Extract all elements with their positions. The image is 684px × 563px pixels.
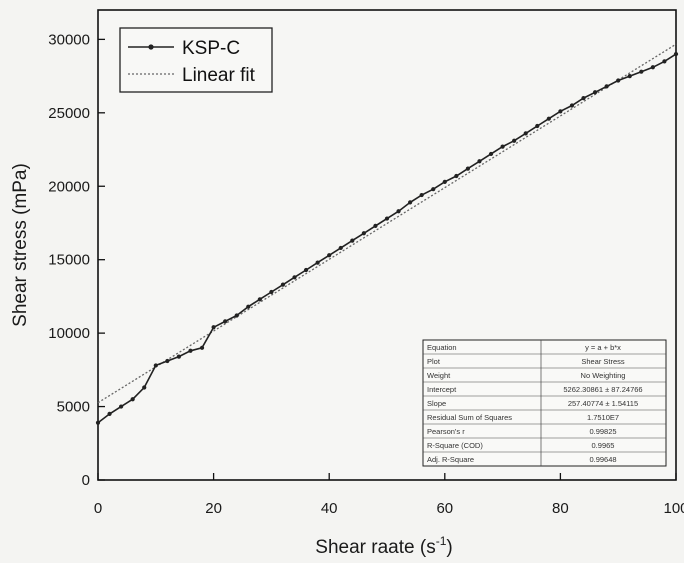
stats-row-label: Plot: [427, 357, 441, 366]
stats-row-value: 1.7510E7: [587, 413, 619, 422]
ksp-c-data-point: [130, 397, 135, 402]
stats-row-value: No Weighting: [581, 371, 626, 380]
ksp-c-data-point: [650, 65, 655, 70]
ksp-c-data-point: [512, 138, 517, 143]
stats-row-value: 0.99648: [589, 455, 616, 464]
stats-row-label: Weight: [427, 371, 451, 380]
ksp-c-data-point: [592, 90, 598, 95]
ksp-c-data-point: [373, 223, 378, 229]
stats-row-value: 0.99825: [589, 427, 616, 436]
fit-statistics-table: Equation y = a + b*x Plot Shear Stress Weigh…: [422, 339, 667, 467]
ksp-c-data-point: [558, 109, 563, 114]
stats-row-label: R-Square (COD): [427, 441, 483, 450]
ksp-c-data-point: [500, 144, 505, 149]
stats-row-value: 0.9965: [592, 441, 615, 450]
ksp-c-data-point: [327, 253, 332, 258]
y-tick-label: 30000: [48, 31, 90, 48]
ksp-c-data-point: [535, 123, 540, 129]
stats-row-label: Equation: [427, 343, 457, 352]
ksp-c-data-point: [199, 345, 205, 350]
ksp-c-data-point: [616, 78, 621, 83]
ksp-c-data-point: [581, 96, 586, 101]
y-tick-label: 10000: [48, 325, 90, 342]
stats-row-label: Intercept: [427, 385, 457, 394]
ksp-c-data-point: [488, 151, 494, 157]
y-tick-label: 0: [82, 472, 90, 489]
ksp-c-data-point: [119, 404, 124, 409]
ksp-c-data-point: [408, 200, 413, 205]
legend-box: [119, 27, 273, 93]
ksp-c-data-point: [673, 51, 679, 57]
ksp-c-data-point: [95, 420, 101, 425]
linear-fit-line: [97, 43, 677, 404]
x-tick-label: 80: [552, 500, 569, 517]
ksp-c-data-point: [465, 166, 471, 171]
stats-row-label: Slope: [427, 399, 446, 408]
ksp-c-data-point: [176, 354, 182, 359]
y-tick-label: 20000: [48, 178, 90, 195]
ksp-c-data-point: [257, 297, 262, 302]
legend-label-ksp-c: KSP-C: [182, 38, 240, 59]
ksp-c-data-point: [153, 363, 158, 368]
y-tick-label: 5000: [57, 399, 90, 416]
ksp-c-data-point: [396, 209, 401, 214]
x-tick-label: 100: [663, 500, 684, 517]
ksp-c-data-point: [442, 179, 447, 184]
ksp-c-data-point: [604, 84, 609, 89]
ksp-c-data-point: [338, 245, 343, 251]
ksp-c-data-point: [246, 304, 251, 309]
stats-row-label: Adj. R-Square: [427, 455, 474, 464]
ksp-c-data-point: [280, 282, 286, 287]
y-axis-title: Shear stress (mPa): [10, 163, 31, 327]
stats-row-label: Pearson's r: [427, 427, 465, 436]
ksp-c-data-point: [546, 116, 551, 121]
ksp-c-data-point: [269, 289, 274, 295]
y-tick-label: 15000: [48, 252, 90, 269]
ksp-c-data-point: [107, 411, 112, 417]
y-axis-ticks: 0 5000 10000 15000 20000 25000 30000: [48, 31, 105, 489]
legend-ksp-c-marker: [148, 44, 154, 50]
y-tick-label: 25000: [48, 105, 90, 122]
ksp-c-data-point: [303, 267, 309, 273]
ksp-c-data-point: [477, 159, 482, 164]
ksp-c-data-point: [350, 238, 355, 243]
ksp-c-data-point: [384, 216, 390, 221]
x-tick-label: 40: [321, 500, 338, 517]
ksp-c-data-point: [639, 69, 644, 74]
stats-row-value: y = a + b*x: [585, 343, 621, 352]
stats-row-value: 5262.30861 ± 87.24766: [563, 385, 642, 394]
ksp-c-data-point: [188, 348, 193, 353]
x-tick-label: 20: [205, 500, 222, 517]
ksp-c-data-point: [523, 131, 528, 136]
ksp-c-data-point: [315, 260, 320, 265]
stats-row-value: Shear Stress: [581, 357, 625, 366]
ksp-c-data-point: [662, 59, 667, 64]
x-tick-label: 60: [436, 500, 453, 517]
x-axis-title: Shear raate (s-1): [315, 534, 452, 558]
ksp-c-data-point: [419, 192, 424, 198]
x-axis-ticks: 0 20 40 60 80 100: [94, 473, 684, 517]
ksp-c-data-point: [292, 275, 297, 280]
stats-table-frame: [422, 339, 667, 467]
stats-row-label: Residual Sum of Squares: [427, 413, 512, 422]
ksp-c-data-point: [223, 319, 228, 324]
ksp-c-data-point: [431, 187, 436, 192]
ksp-c-data-point: [361, 231, 366, 236]
ksp-c-data-point: [234, 313, 239, 318]
ksp-c-data-point: [211, 325, 216, 330]
ksp-c-data-point: [569, 103, 575, 108]
x-tick-label: 0: [94, 500, 102, 517]
series-layer: [95, 43, 679, 425]
ksp-c-data-point: [454, 173, 459, 179]
stats-row-value: 257.40774 ± 1.54115: [568, 399, 638, 408]
ksp-c-data-point: [627, 73, 632, 79]
ksp-c-data-point: [165, 358, 170, 364]
legend-label-linear-fit: Linear fit: [182, 65, 256, 86]
ksp-c-data-point: [142, 385, 147, 390]
legend: KSP-C Linear fit: [119, 27, 273, 93]
